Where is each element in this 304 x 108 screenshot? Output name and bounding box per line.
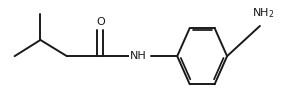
Text: NH$_2$: NH$_2$ <box>252 6 274 20</box>
Text: O: O <box>96 17 105 27</box>
Text: NH: NH <box>130 51 147 61</box>
